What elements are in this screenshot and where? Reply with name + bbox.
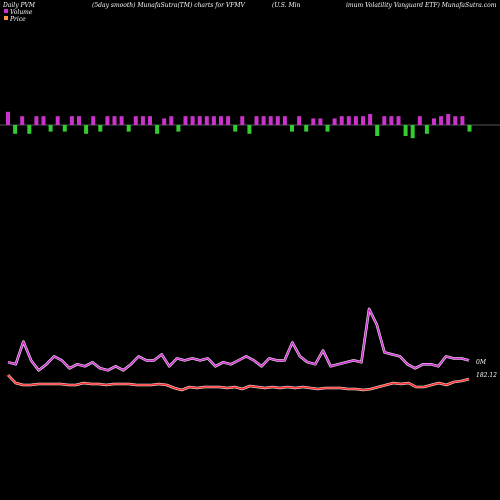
volume-bar [98,125,103,132]
volume-bar [282,116,287,125]
volume-bar [439,116,444,125]
volume-bar [155,125,160,134]
volume-bar [91,116,96,125]
volume-bar [325,125,330,132]
legend-volume-swatch [4,9,8,13]
volume-bar [226,116,231,125]
volume-bar [204,116,209,125]
volume-bar [233,125,238,132]
volume-bar [361,116,365,125]
volume-bar [275,116,280,125]
volume-bars [6,111,472,139]
volume-bar [20,116,25,125]
volume-bar [197,116,202,125]
volume-bar [410,125,415,139]
volume-bar [432,118,436,125]
volume-bar [112,116,117,125]
volume-bar [69,116,74,125]
volume-bar [368,114,373,125]
volume-bar [119,116,124,125]
volume-bar [6,111,10,125]
legend-price-swatch [4,16,8,20]
volume-bar [140,116,145,125]
volume-bar [304,125,309,132]
volume-bar [453,116,458,125]
volume-bar [311,118,316,125]
volume-bar [467,125,472,132]
header-right-a: (U.S. Min [272,2,301,9]
volume-bar [339,116,344,125]
volume-bar [460,116,465,125]
volume-bar [290,125,294,132]
volume-bar [169,116,174,125]
volume-bar [13,125,18,134]
volume-line [7,308,470,372]
volume-bar [424,125,429,134]
volume-bar [27,125,32,134]
legend-volume-label: Volume [10,9,33,16]
volume-bar [126,125,131,132]
price-line [7,374,470,391]
legend-price-label: Price [9,16,26,23]
volume-bar [375,125,380,136]
volume-bar [77,116,81,125]
volume-bar [105,116,110,125]
volume-bar [162,118,167,125]
volume-bar [297,116,302,125]
header-center: (5day smooth) MunafaSutra(TM) charts for… [92,2,246,9]
volume-bar [417,116,422,125]
volume-bar [133,116,138,125]
price-line-label: 182.12 [476,372,497,379]
volume-bar [254,116,259,125]
volume-bar [318,118,323,125]
volume-bar [240,116,245,125]
volume-bar [332,118,337,125]
volume-bar [62,125,67,132]
volume-bar [183,116,188,125]
volume-bar [261,116,266,125]
volume-bar [190,116,195,125]
volume-bar [389,116,394,125]
header-right-b: imum Volatility Vanguard ETF) MunafaSutr… [346,2,497,9]
volume-bar [84,125,89,134]
volume-bar [148,116,152,125]
volume-bar [268,116,273,125]
volume-bar [211,116,216,125]
volume-bar [247,125,252,134]
volume-bar [176,125,181,132]
volume-bar [48,125,53,132]
volume-bar [219,116,223,125]
volume-bar [446,114,451,125]
volume-bar [353,116,358,125]
volume-bar [41,116,46,125]
series-lines [7,307,470,392]
volume-line-label: 0M [476,359,487,366]
volume-bar [403,125,408,136]
volume-bar [382,116,387,125]
volume-bar [34,116,39,125]
volume-bar [55,116,60,125]
header-left: Daily PVM [2,2,36,9]
volume-bar [346,116,351,125]
volume-bar [396,116,401,125]
